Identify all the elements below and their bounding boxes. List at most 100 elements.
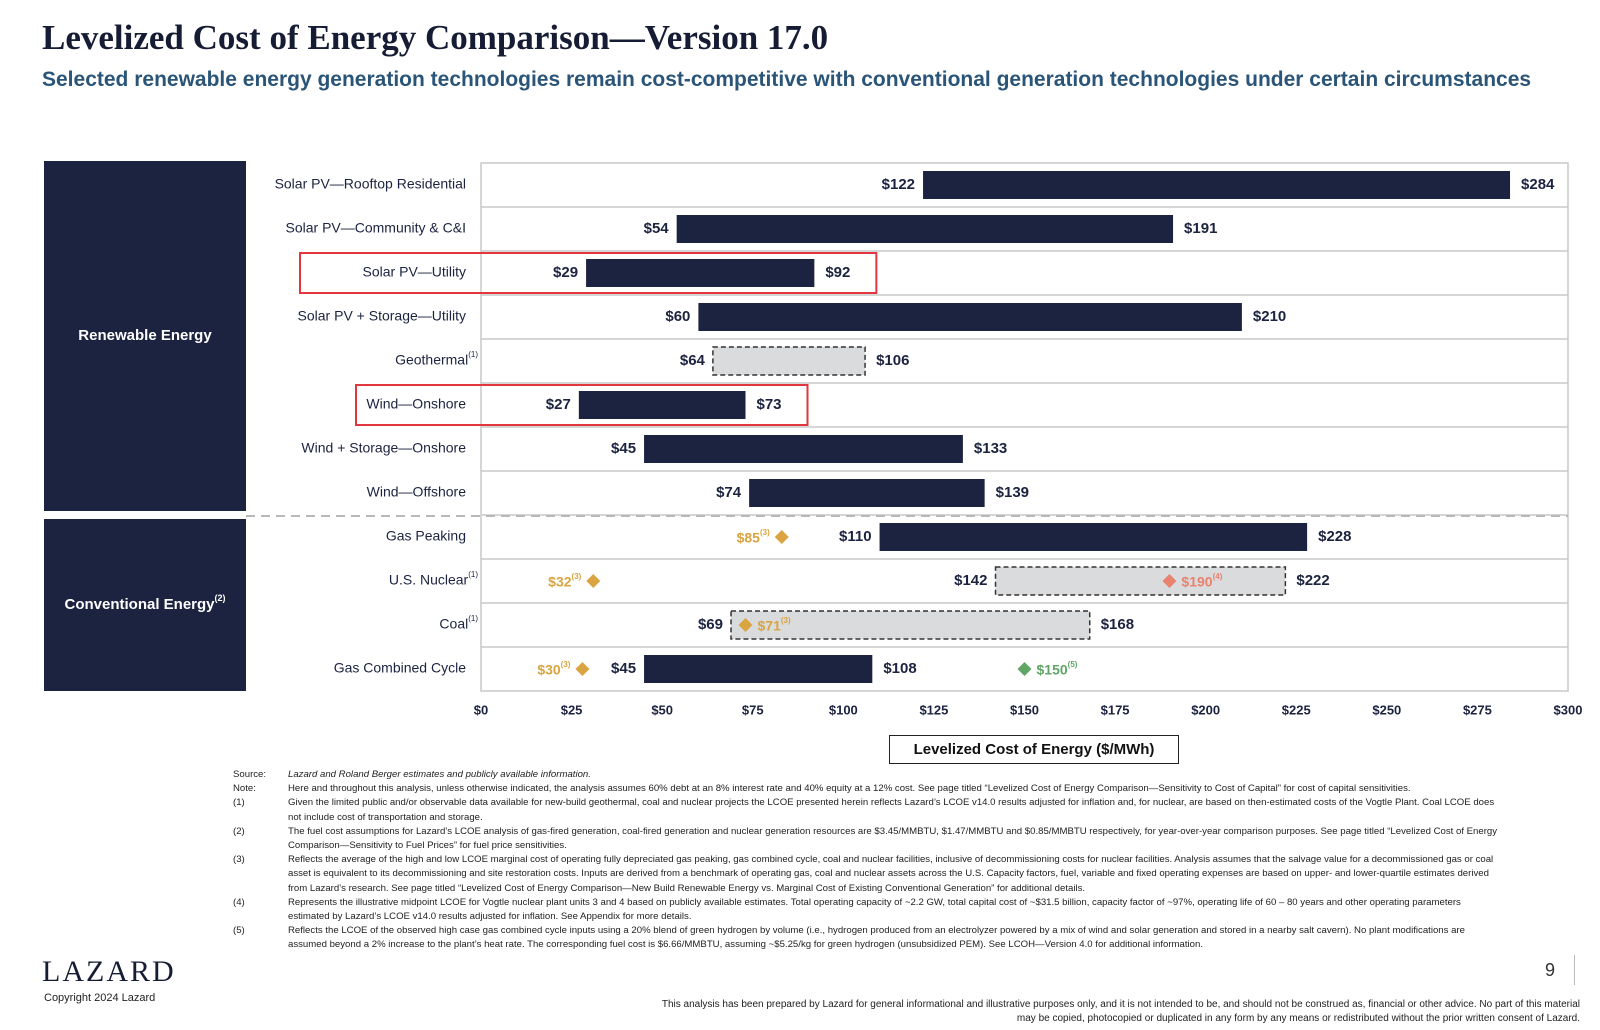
footnote-key: (2) [233, 825, 245, 837]
row-10: Coal(1) $71(3) [439, 610, 1091, 640]
footnote-key: (4) [233, 896, 245, 908]
category-label: Gas Combined Cycle [334, 660, 466, 676]
footnote-text: Lazard and Roland Berger estimates and p… [288, 769, 591, 780]
x-tick-label: $200 [1191, 702, 1220, 717]
category-label: Gas Peaking [386, 528, 466, 544]
row-4: Geothermal(1) [395, 346, 866, 376]
footnote-text: Reflects the average of the high and low… [288, 854, 1494, 894]
page-number: 9 [1545, 960, 1556, 980]
footnote-text: Represents the illustrative midpoint LCO… [288, 896, 1461, 923]
range-bar [923, 171, 1511, 199]
x-axis-label: Levelized Cost of Energy ($/MWh) [889, 735, 1179, 764]
disclaimer: This analysis has been prepared by Lazar… [661, 999, 1580, 1024]
low-value-label: $29 [553, 264, 578, 281]
x-tick-label: $225 [1282, 702, 1311, 717]
category-label: Solar PV—Rooftop Residential [275, 176, 466, 192]
row-9: U.S. Nuclear(1) $32(3) $190(4) [389, 566, 1287, 596]
marker-label-sup: (3) [781, 616, 791, 625]
row-8: Gas Peaking $85(3) [386, 523, 1308, 551]
low-value-label: $64 [680, 352, 706, 369]
low-value-label: $60 [665, 308, 690, 325]
marker-1: $190(4) [1162, 572, 1223, 590]
marker-diamond [738, 618, 753, 632]
footnote: Source: Lazard and Roland Berger estimate… [233, 768, 1503, 782]
footnote-text: Given the limited public and/or observab… [288, 797, 1495, 823]
marker-label: $32(3) [548, 572, 581, 590]
range-box [730, 610, 1091, 640]
footnote: (4) Represents the illustrative midpoint … [233, 896, 1503, 924]
range-bar [586, 259, 815, 287]
category-label-sup: (1) [468, 614, 478, 623]
marker-label-sup: (4) [1213, 572, 1223, 581]
footnote-text: Here and throughout this analysis, unles… [288, 783, 1411, 795]
x-tick-label: $25 [561, 702, 583, 717]
category-label-sup: (1) [468, 570, 478, 579]
range-bar [749, 479, 985, 507]
low-value-label: $45 [611, 440, 636, 457]
marker-diamond [1017, 662, 1032, 676]
low-value-label: $74 [716, 484, 742, 501]
marker-0: $85(3) [737, 528, 789, 546]
group-panel-bg [44, 519, 246, 691]
high-value-label: $106 [876, 352, 909, 369]
row-11: Gas Combined Cycle $30(3) $150(5) [334, 655, 1078, 683]
marker-label-sup: (5) [1068, 660, 1078, 669]
footnote-text: The fuel cost assumptions for Lazard’s L… [288, 825, 1498, 852]
marker-label: $85(3) [737, 528, 770, 546]
x-tick-label: $275 [1463, 702, 1492, 717]
group-label: Conventional Energy(2) [64, 593, 225, 613]
row-3: Solar PV + Storage—Utility [298, 303, 1242, 331]
page-subtitle: Selected renewable energy generation tec… [42, 68, 1532, 91]
low-value-label: $110 [839, 528, 872, 545]
marker-diamond [1162, 574, 1177, 588]
group-label-sup: (2) [215, 593, 226, 603]
marker-label: $30(3) [537, 660, 570, 678]
footnote-key: Source: [233, 769, 267, 780]
x-tick-label: $300 [1554, 702, 1583, 717]
page-divider [1574, 955, 1575, 985]
high-value-label: $228 [1318, 528, 1351, 545]
high-value-label: $108 [883, 660, 916, 677]
range-bar [644, 655, 873, 683]
high-value-label: $210 [1253, 308, 1286, 325]
copyright: Copyright 2024 Lazard [44, 992, 156, 1004]
group-panel-1: Conventional Energy(2) [44, 519, 246, 691]
range-box [712, 346, 866, 376]
x-tick-label: $0 [474, 702, 488, 717]
footnote: Note: Here and throughout this analysis, … [233, 782, 1503, 796]
footnotes: Source: Lazard and Roland Berger estimate… [233, 768, 1503, 953]
row-7: Wind—Offshore [367, 479, 985, 507]
marker-diamond [586, 574, 601, 588]
high-value-label: $168 [1101, 616, 1134, 633]
high-value-label: $191 [1184, 220, 1217, 237]
marker-1: $150(5) [1017, 660, 1078, 678]
x-tick-label: $125 [919, 702, 948, 717]
footnote-key: Note: [233, 783, 256, 795]
footnote-key: (5) [233, 925, 245, 937]
x-tick-label: $100 [829, 702, 858, 717]
x-tick-label: $175 [1101, 702, 1130, 717]
category-label: Solar PV—Utility [363, 264, 466, 280]
group-label: Renewable Energy [78, 327, 212, 344]
high-value-label: $284 [1521, 176, 1555, 193]
row-6: Wind + Storage—Onshore [301, 435, 963, 463]
category-label: U.S. Nuclear(1) [389, 570, 478, 588]
category-label: Wind—Offshore [367, 484, 467, 500]
x-tick-label: $75 [742, 702, 764, 717]
low-value-label: $54 [644, 220, 670, 237]
footnote: (3) Reflects the average of the high and … [233, 853, 1503, 896]
category-label: Coal(1) [439, 614, 478, 632]
low-value-label: $69 [698, 616, 723, 633]
lcoe-range-chart: Renewable Energy Conventional Energy(2) So… [44, 161, 1583, 717]
x-tick-label: $250 [1372, 702, 1401, 717]
high-value-label: $133 [974, 440, 1007, 457]
footnote-key: (1) [233, 797, 245, 809]
highlight-box [355, 384, 809, 426]
highlight-box [299, 252, 878, 294]
x-tick-label: $150 [1010, 702, 1039, 717]
range-bar [578, 391, 746, 419]
low-value-label: $27 [546, 396, 571, 413]
low-value-label: $45 [611, 660, 636, 677]
high-value-label: $222 [1296, 572, 1329, 589]
row-5: Wind—Onshore [355, 384, 809, 426]
